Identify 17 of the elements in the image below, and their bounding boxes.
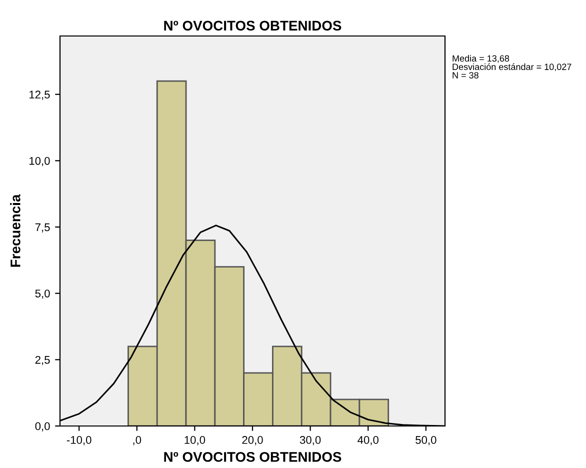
text: Media = 13,68 Desviación estándar = 10,027 N = 38: [452, 55, 572, 78]
x-tick-label: 50,0: [416, 436, 436, 446]
x-tick-label: 40,0: [358, 436, 378, 446]
y-tick-label: 5,0: [35, 290, 50, 299]
y-tick-label: 10,0: [30, 156, 50, 166]
x-axis-title: Nº OVOCITOS OBTENIDOS: [164, 452, 342, 462]
y-axis-title: Frecuencia: [10, 194, 20, 267]
x-tick-label: 30,0: [300, 436, 321, 446]
y-tick-label: 0,0: [35, 422, 50, 432]
y-tick-label: 12,5: [30, 90, 50, 100]
y-tick-label: 2,5: [35, 356, 50, 366]
x-tick-label: 10,0: [184, 436, 206, 446]
y-tick-label: 7,5: [35, 223, 50, 232]
x-tick-label: ,0: [133, 436, 142, 446]
x-tick-label: 20,0: [242, 436, 263, 446]
x-tick-label: -10,0: [66, 436, 92, 446]
chart-title: Nº OVOCITOS OBTENIDOS: [164, 20, 342, 31]
